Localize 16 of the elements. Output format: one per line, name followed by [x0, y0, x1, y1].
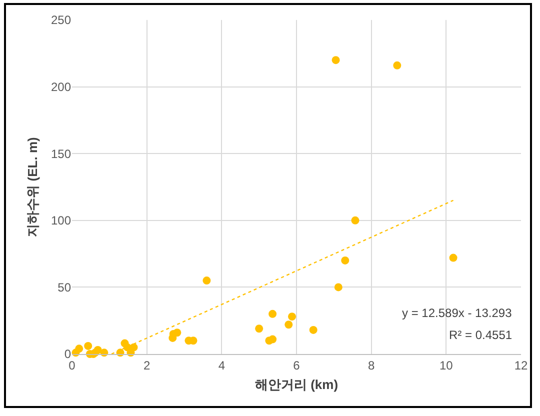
y-tick-label: 50 — [58, 280, 72, 294]
y-tick-label: 250 — [50, 13, 72, 28]
x-tick-label: 4 — [218, 358, 226, 372]
x-axis-title: 해안거리 (km) — [254, 377, 338, 392]
x-tick-label: 8 — [368, 358, 375, 372]
x-tick-label: 6 — [293, 358, 300, 372]
y-tick-label: 200 — [50, 80, 72, 94]
annotation: R² = 0.4551 — [449, 328, 512, 342]
y-tick-label: 0 — [64, 347, 72, 362]
x-tick-label: 10 — [439, 358, 454, 372]
x-tick-label: 2 — [143, 358, 150, 372]
y-axis-title: 지하수위 (EL. m) — [24, 137, 40, 237]
y-tick-label: 100 — [50, 214, 72, 228]
annotation: y = 12.589x - 13.293 — [402, 306, 512, 320]
y-tick-label: 150 — [50, 146, 72, 161]
x-tick-label: 12 — [514, 358, 528, 372]
